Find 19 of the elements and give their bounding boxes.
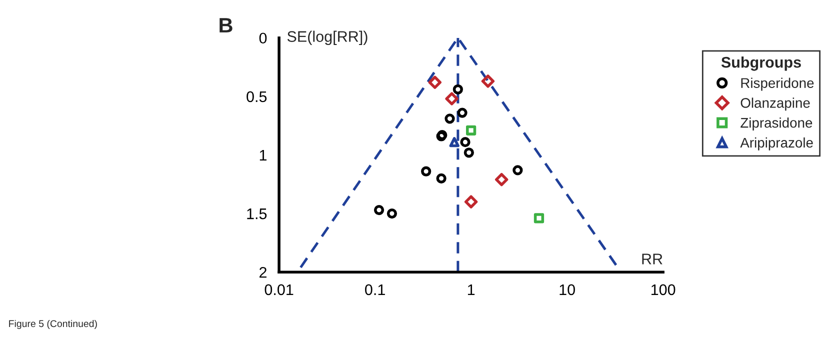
caption: Figure 5 (Continued) [9,320,97,330]
x-tick-label: 10 [560,284,575,296]
x-tick-label: 0.01 [264,284,294,296]
y-tick-label: 0.5 [246,91,267,102]
x-axis-title: RR [642,254,662,264]
y-tick-label: 2 [260,266,266,278]
y-axis-title: SE(log[RR]) [287,30,368,45]
legend-title: Subgroups [721,56,801,71]
legend-label: Aripiprazole [740,137,813,150]
y-tick-label: 1.5 [247,208,267,220]
x-tick-label: 100 [651,284,676,296]
y-tick-label: 0 [259,32,267,44]
legend-label: Risperidone [741,78,814,91]
text: B [220,18,232,32]
legend-label: Olanzapine [740,98,810,111]
x-tick-label: 1 [468,284,475,295]
y-tick-label: 1 [260,150,267,161]
x-tick-label: 0.1 [365,284,385,296]
legend-label: Ziprasidone [740,118,812,130]
